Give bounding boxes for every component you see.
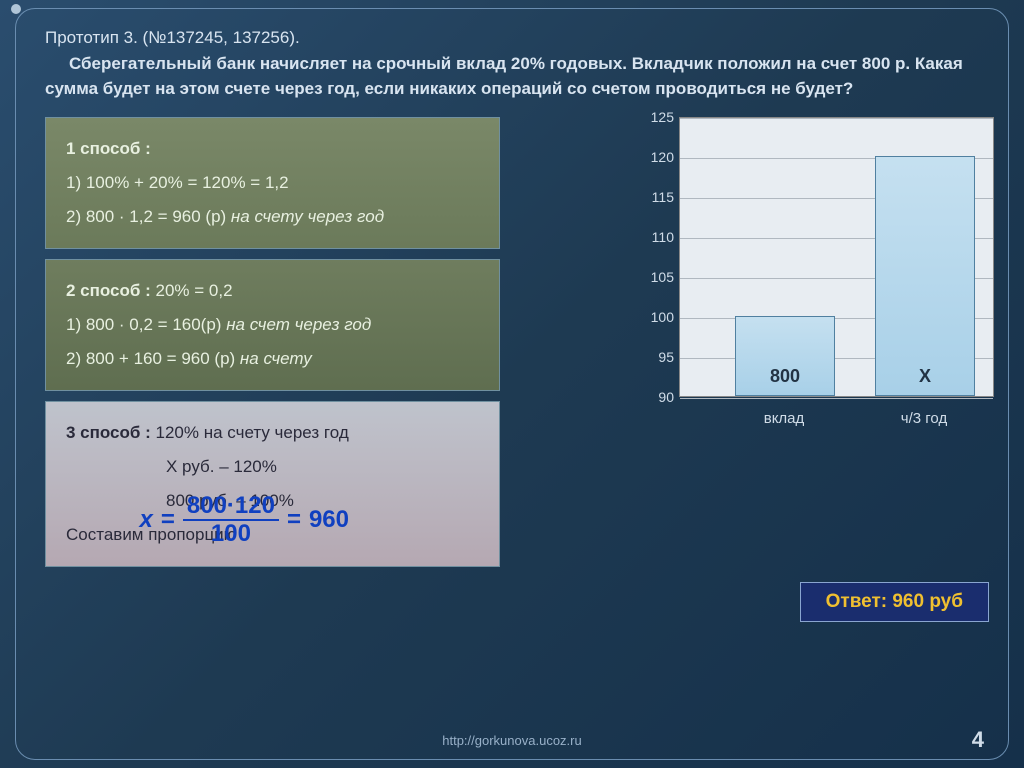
corner-dot (11, 4, 21, 14)
formula: x = 800·120100 = 960 (139, 493, 349, 548)
content-area: 1 способ : 1) 100% + 20% = 120% = 1,2 2)… (0, 117, 1024, 567)
y-tick-label: 125 (634, 109, 674, 125)
answer-box: Ответ: 960 руб (800, 582, 989, 622)
chart-plot-area: 800 X (679, 117, 994, 397)
method2-box: 2 способ : 20% = 0,2 1) 800 · 0,2 = 160(… (45, 259, 500, 391)
method3-title: 3 способ : 120% на счету через год (66, 416, 479, 450)
y-tick-label: 115 (634, 189, 674, 205)
y-tick-label: 105 (634, 269, 674, 285)
bar-chart: 800X 9095100105110115120125вкладч/3 год (634, 117, 994, 447)
page-number: 4 (972, 727, 984, 753)
x-tick-label: вклад (734, 410, 834, 427)
method1-box: 1 способ : 1) 100% + 20% = 120% = 1,2 2)… (45, 117, 500, 249)
method2-title: 2 способ : 20% = 0,2 (66, 274, 479, 308)
method1-step1: 1) 100% + 20% = 120% = 1,2 (66, 166, 479, 200)
bar: X (875, 156, 975, 396)
method2-step1: 1) 800 · 0,2 = 160(р) на счет через год (66, 308, 479, 342)
method1-title: 1 способ : (66, 132, 479, 166)
bar: 800 (735, 316, 835, 396)
method3-line2: Х руб. – 120% (66, 450, 479, 484)
method3-box: 3 способ : 120% на счету через год Х руб… (45, 401, 500, 567)
y-tick-label: 100 (634, 309, 674, 325)
y-tick-label: 110 (634, 229, 674, 245)
method1-step2: 2) 800 · 1,2 = 960 (р) на счету через го… (66, 200, 479, 234)
method2-step2: 2) 800 + 160 = 960 (р) на счету (66, 342, 479, 376)
footer-url: http://gorkunova.ucoz.ru (0, 733, 1024, 748)
bar-label: X (876, 366, 974, 387)
y-tick-label: 120 (634, 149, 674, 165)
y-tick-label: 95 (634, 349, 674, 365)
y-tick-label: 90 (634, 389, 674, 405)
x-tick-label: ч/3 год (874, 410, 974, 427)
bar-label: 800 (736, 366, 834, 387)
